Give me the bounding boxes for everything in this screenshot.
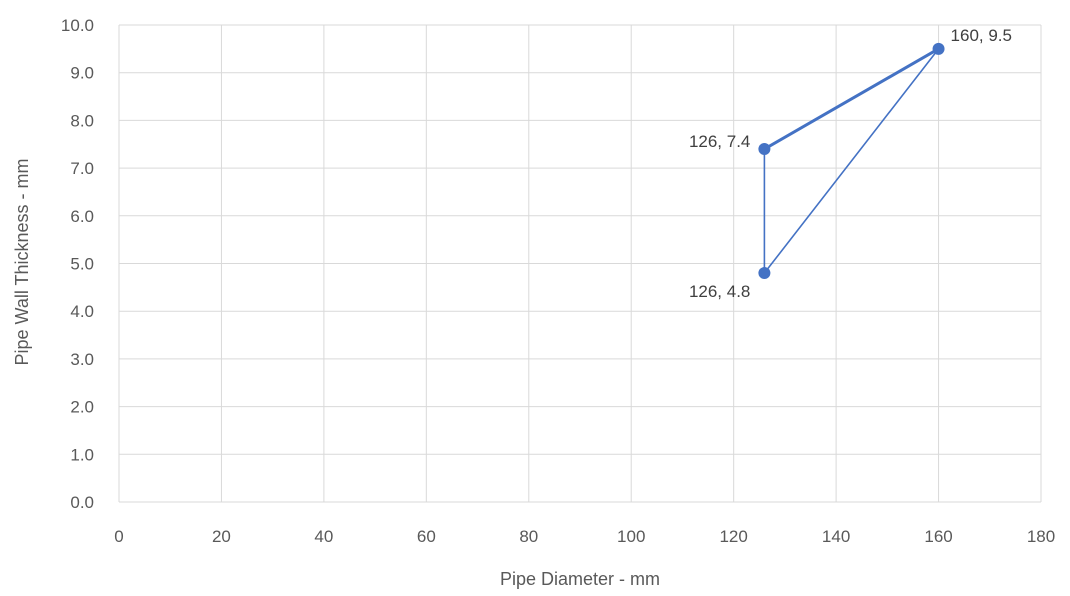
y-tick-label: 8.0 <box>70 111 94 130</box>
data-label: 126, 7.4 <box>689 132 750 151</box>
y-tick-label: 1.0 <box>70 445 94 464</box>
y-tick-label: 6.0 <box>70 207 94 226</box>
data-labels: 126, 4.8 160, 9.5 126, 7.4 <box>689 26 1012 301</box>
y-tick-label: 0.0 <box>70 493 94 512</box>
x-tick-label: 40 <box>314 527 333 546</box>
y-tick-label: 3.0 <box>70 350 94 369</box>
axes: 0 20 40 60 80 100 120 140 160 180 0.0 1.0 2.0 3.0 4.0 5… <box>61 16 1055 546</box>
data-point <box>758 267 771 280</box>
x-axis-title: Pipe Diameter - mm <box>500 569 660 589</box>
x-tick-label: 0 <box>114 527 123 546</box>
series-lines <box>762 47 941 274</box>
y-tick-label: 2.0 <box>70 398 94 417</box>
x-tick-label: 140 <box>822 527 850 546</box>
data-points <box>758 42 945 280</box>
series-segment <box>763 48 940 274</box>
x-tick-label: 180 <box>1027 527 1055 546</box>
y-axis-title: Pipe Wall Thickness - mm <box>12 158 32 365</box>
y-tick-label: 9.0 <box>70 64 94 83</box>
x-tick-label: 20 <box>212 527 231 546</box>
data-label: 160, 9.5 <box>951 26 1012 45</box>
y-tick-label: 5.0 <box>70 255 94 274</box>
y-tick-label: 10.0 <box>61 16 94 35</box>
x-tick-label: 80 <box>519 527 538 546</box>
data-label: 126, 4.8 <box>689 282 750 301</box>
x-tick-label: 160 <box>924 527 952 546</box>
y-tick-label: 4.0 <box>70 302 94 321</box>
gridlines <box>118 24 1042 503</box>
x-tick-label: 60 <box>417 527 436 546</box>
x-tick-label: 100 <box>617 527 645 546</box>
y-tick-label: 7.0 <box>70 159 94 178</box>
x-tick-label: 120 <box>719 527 747 546</box>
data-point <box>758 143 771 156</box>
series-segment <box>764 48 939 150</box>
data-point <box>932 42 945 55</box>
